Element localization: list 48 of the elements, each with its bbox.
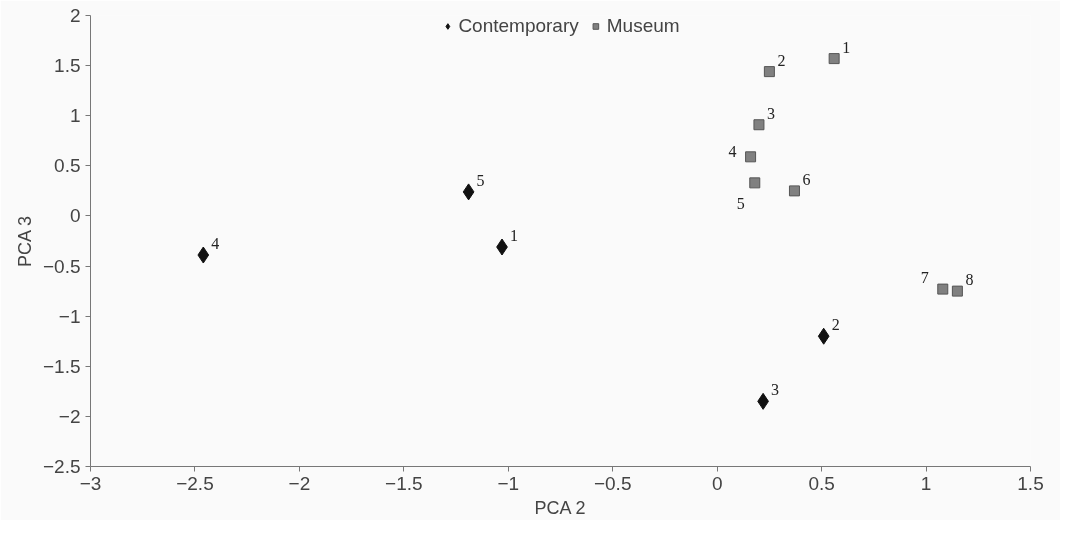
legend-label: Contemporary [458,15,579,37]
y-tick-label: −0.5 [42,255,81,277]
y-tick-label: −2.5 [42,456,81,477]
point [828,53,840,65]
annotation: 5 [476,171,485,189]
annotation: 2 [831,316,840,334]
x-tick-label: −0.5 [593,472,632,494]
x-tick-label: −2 [288,472,311,494]
point [462,183,475,201]
annotation: 7 [920,269,929,287]
annotation: 3 [771,381,780,399]
y-tick-label: 1.5 [54,55,81,77]
y-tick-label: 2 [69,5,81,26]
x-tick-label: 1.5 [1017,472,1044,494]
annotation: 8 [965,271,974,289]
point [763,66,775,78]
y-tick-label: −1 [58,305,81,327]
x-tick-label: −1 [497,472,520,494]
y-tick-label: −2 [58,405,81,427]
annotation: 2 [777,51,786,69]
annotation: 5 [736,194,745,212]
point [749,177,761,189]
y-tick-label: 0 [69,205,81,227]
point [788,185,800,197]
x-tick-label: −2.5 [176,472,214,494]
point [753,119,765,131]
x-axis-title: PCA 2 [534,497,586,518]
y-tick-label: 0.5 [54,155,81,177]
x-tick-label: −3 [79,472,102,494]
annotation: 4 [211,235,220,253]
annotation: 6 [802,170,811,188]
point [951,285,963,297]
point [197,246,210,264]
legend-label: Museum [606,15,680,37]
annotation: 3 [766,104,775,122]
y-tick-label: −1.5 [42,355,81,377]
x-tick-label: 1 [920,472,932,494]
x-tick-label: 0 [711,472,723,494]
point [817,327,830,345]
x-tick-label: −1.5 [385,472,423,494]
annotation: 1 [842,38,851,56]
point [937,283,949,295]
point [745,151,757,163]
y-axis-title: PCA 3 [14,215,35,268]
x-tick-label: 0.5 [808,472,835,494]
annotation: 4 [728,142,737,160]
y-tick-label: 1 [69,105,81,127]
annotation: 1 [510,227,519,245]
